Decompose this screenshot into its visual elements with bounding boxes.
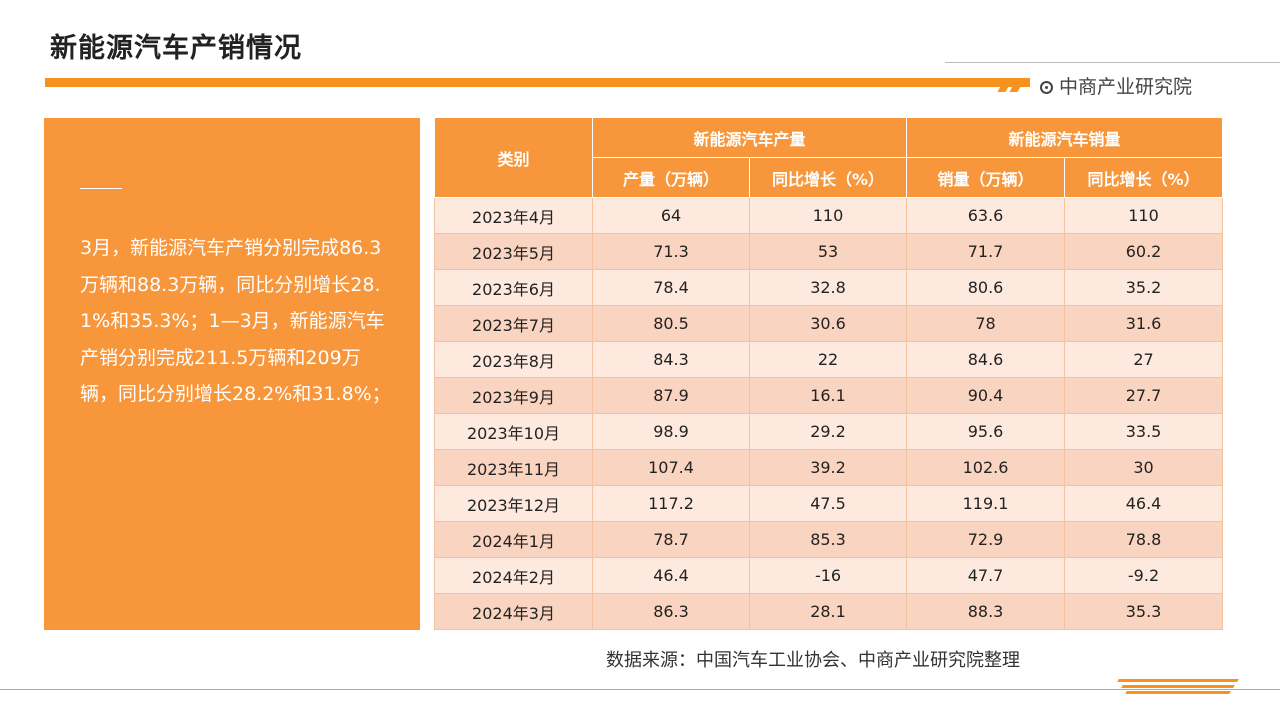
cell-month: 2023年7月	[434, 305, 593, 342]
cell-sales: 119.1	[906, 485, 1066, 522]
cell-production: 80.5	[592, 305, 750, 342]
table-row: 2023年5月 71.3 53 71.7 60.2	[434, 233, 1224, 270]
cell-sales-growth: 31.6	[1064, 305, 1224, 342]
cell-production-growth: 22	[748, 341, 908, 378]
cell-sales-growth: 110	[1064, 197, 1224, 234]
cell-sales: 88.3	[906, 593, 1066, 630]
brand-logo: 中商产业研究院	[1040, 72, 1192, 99]
cell-month: 2023年6月	[434, 269, 593, 306]
header-sales-group: 新能源汽车销量	[906, 117, 1224, 158]
cell-month: 2024年2月	[434, 557, 593, 594]
table-row: 2023年8月 84.3 22 84.6 27	[434, 341, 1224, 378]
footer-stripes	[1117, 679, 1239, 697]
cell-sales: 95.6	[906, 413, 1066, 450]
cell-production-growth: 47.5	[748, 485, 908, 522]
title-underline	[45, 78, 1030, 87]
cell-sales: 63.6	[906, 197, 1066, 234]
cell-sales-growth: 30	[1064, 449, 1224, 486]
header-production: 产量（万辆）	[592, 157, 750, 198]
cell-sales: 84.6	[906, 341, 1066, 378]
cell-sales: 102.6	[906, 449, 1066, 486]
cell-month: 2023年8月	[434, 341, 593, 378]
cell-production-growth: 30.6	[748, 305, 908, 342]
cell-production: 98.9	[592, 413, 750, 450]
cell-sales: 90.4	[906, 377, 1066, 414]
accent-stripes	[997, 77, 1024, 96]
cell-month: 2023年9月	[434, 377, 593, 414]
table-row: 2024年2月 46.4 -16 47.7 -9.2	[434, 557, 1224, 594]
cell-production-growth: 53	[748, 233, 908, 270]
table-row: 2023年4月 64 110 63.6 110	[434, 197, 1224, 234]
cell-month: 2023年12月	[434, 485, 593, 522]
cell-sales-growth: 27.7	[1064, 377, 1224, 414]
cell-sales: 72.9	[906, 521, 1066, 558]
brand-name: 中商产业研究院	[1059, 76, 1193, 98]
page-title: 新能源汽车产销情况	[50, 33, 302, 64]
cell-production-growth: 32.8	[748, 269, 908, 306]
cell-month: 2023年4月	[434, 197, 593, 234]
cell-production-growth: 29.2	[748, 413, 908, 450]
cell-production-growth: 16.1	[748, 377, 908, 414]
header-production-growth: 同比增长（%）	[748, 157, 908, 198]
cell-sales-growth: 33.5	[1064, 413, 1224, 450]
cell-production: 78.4	[592, 269, 750, 306]
header-sales-growth: 同比增长（%）	[1064, 157, 1224, 198]
cell-sales-growth: 78.8	[1064, 521, 1224, 558]
cell-production-growth: 110	[748, 197, 908, 234]
cell-sales: 78	[906, 305, 1066, 342]
cell-sales-growth: 46.4	[1064, 485, 1224, 522]
table-row: 2024年3月 86.3 28.1 88.3 35.3	[434, 593, 1224, 630]
table-row: 2023年10月 98.9 29.2 95.6 33.5	[434, 413, 1224, 450]
data-table: 类别 新能源汽车产量 新能源汽车销量 产量（万辆） 同比增长（%） 销量（万辆）…	[434, 117, 1224, 630]
cell-production-growth: 39.2	[748, 449, 908, 486]
cell-production-growth: 28.1	[748, 593, 908, 630]
cell-production-growth: -16	[748, 557, 908, 594]
table-row: 2023年11月 107.4 39.2 102.6 30	[434, 449, 1224, 486]
cell-sales-growth: 35.2	[1064, 269, 1224, 306]
header-divider	[945, 62, 1280, 63]
cell-production: 117.2	[592, 485, 750, 522]
header-category: 类别	[434, 117, 593, 198]
cell-production: 107.4	[592, 449, 750, 486]
table-row: 2023年12月 117.2 47.5 119.1 46.4	[434, 485, 1224, 522]
table-row: 2023年6月 78.4 32.8 80.6 35.2	[434, 269, 1224, 306]
cell-sales: 47.7	[906, 557, 1066, 594]
table-row: 2023年9月 87.9 16.1 90.4 27.7	[434, 377, 1224, 414]
cell-sales-growth: 35.3	[1064, 593, 1224, 630]
cell-month: 2024年1月	[434, 521, 593, 558]
data-source: 数据来源：中国汽车工业协会、中商产业研究院整理	[606, 650, 1020, 671]
cell-production-growth: 85.3	[748, 521, 908, 558]
brand-circle-icon	[1040, 81, 1053, 94]
cell-production: 86.3	[592, 593, 750, 630]
cell-month: 2024年3月	[434, 593, 593, 630]
cell-sales-growth: 27	[1064, 341, 1224, 378]
table-row: 2024年1月 78.7 85.3 72.9 78.8	[434, 521, 1224, 558]
cell-month: 2023年11月	[434, 449, 593, 486]
footer-line	[0, 689, 1280, 690]
panel-dash	[80, 188, 122, 189]
cell-production: 64	[592, 197, 750, 234]
summary-panel: 3月，新能源汽车产销分别完成86.3万辆和88.3万辆，同比分别增长28.1%和…	[44, 118, 420, 630]
cell-production: 46.4	[592, 557, 750, 594]
cell-month: 2023年5月	[434, 233, 593, 270]
cell-sales: 80.6	[906, 269, 1066, 306]
table-row: 2023年7月 80.5 30.6 78 31.6	[434, 305, 1224, 342]
cell-sales: 71.7	[906, 233, 1066, 270]
cell-sales-growth: -9.2	[1064, 557, 1224, 594]
summary-text: 3月，新能源汽车产销分别完成86.3万辆和88.3万辆，同比分别增长28.1%和…	[80, 237, 391, 405]
header-production-group: 新能源汽车产量	[591, 117, 908, 158]
cell-month: 2023年10月	[434, 413, 593, 450]
cell-production: 78.7	[592, 521, 750, 558]
cell-production: 87.9	[592, 377, 750, 414]
cell-production: 84.3	[592, 341, 750, 378]
header-sales: 销量（万辆）	[906, 157, 1066, 198]
cell-production: 71.3	[592, 233, 750, 270]
cell-sales-growth: 60.2	[1064, 233, 1224, 270]
